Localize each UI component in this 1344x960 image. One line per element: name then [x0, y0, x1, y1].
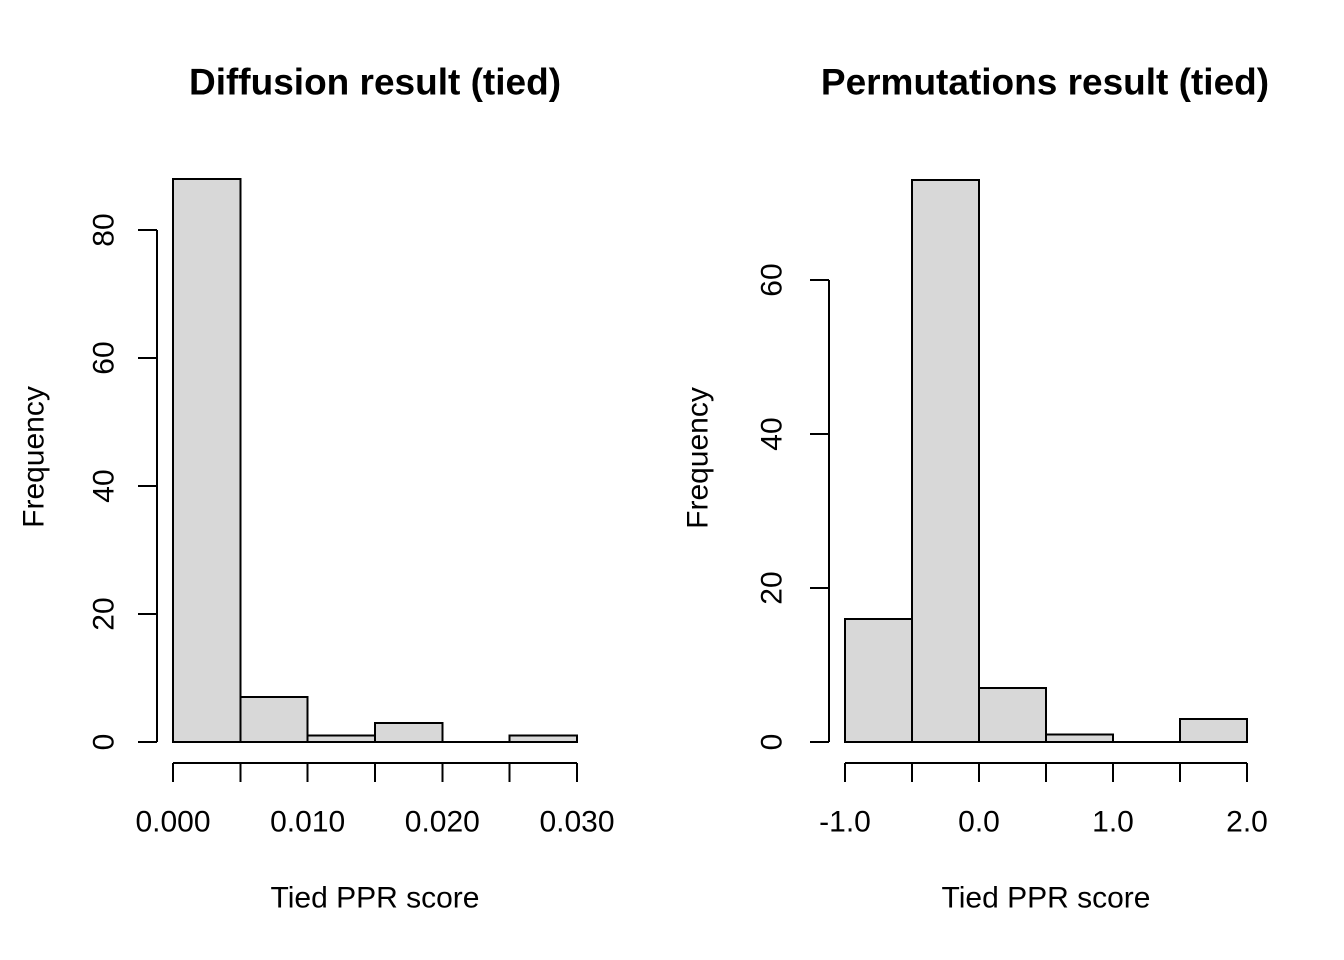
y-tick-label: 40	[88, 469, 121, 502]
histogram-bar	[978, 687, 1047, 743]
y-tick-label: 0	[756, 734, 789, 751]
histogram-bar	[844, 617, 913, 743]
y-tick-label: 0	[88, 734, 121, 751]
x-tick-label: 0.030	[539, 806, 614, 839]
x-tick-label: 1.0	[1092, 806, 1134, 839]
histogram-bar	[374, 721, 444, 743]
panel-diffusion: 0 20 40 60 80 0.000 0.010 0.020 0.030	[88, 177, 615, 839]
panel-0-title: Diffusion result (tied)	[189, 62, 561, 103]
x-tick-label: 0.020	[405, 806, 480, 839]
x-tick-label: 2.0	[1226, 806, 1268, 839]
panel-1-title: Permutations result (tied)	[821, 62, 1269, 103]
histogram-bar	[239, 696, 309, 744]
panel-1-ylabel: Frequency	[682, 387, 715, 529]
panel-0-ylabel: Frequency	[18, 386, 51, 528]
histogram-bar	[911, 178, 980, 743]
x-tick-label: 0.0	[958, 806, 1000, 839]
panel-0-xlabel: Tied PPR score	[271, 882, 480, 915]
y-tick-label: 80	[88, 213, 121, 246]
x-tick-label: 0.000	[135, 806, 210, 839]
y-tick-label: 40	[756, 417, 789, 450]
x-tick-label: 0.010	[270, 806, 345, 839]
panel-1-xlabel: Tied PPR score	[942, 882, 1151, 915]
histogram-bar	[508, 734, 578, 743]
y-tick-label: 60	[756, 263, 789, 296]
y-tick-label: 60	[88, 341, 121, 374]
panel-permutations: 0 20 40 60 -1.0 0.0 1.0 2.0	[756, 178, 1268, 839]
histogram-bar	[1179, 717, 1248, 744]
y-tick-label: 20	[88, 597, 121, 630]
x-tick-label: -1.0	[819, 806, 871, 839]
histogram-bar	[172, 177, 242, 744]
histogram-bar	[306, 734, 376, 743]
histogram-bar	[1045, 733, 1114, 743]
y-tick-label: 20	[756, 571, 789, 604]
